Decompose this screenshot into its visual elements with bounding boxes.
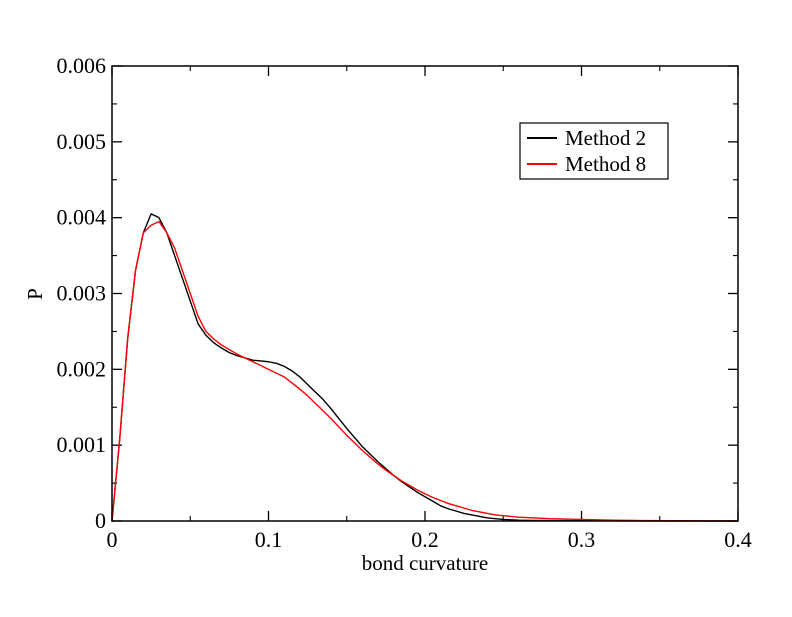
y-tick-label: 0 bbox=[95, 508, 106, 533]
y-tick-label: 0.003 bbox=[57, 281, 107, 306]
y-tick-label: 0.004 bbox=[57, 205, 107, 230]
y-tick-label: 0.005 bbox=[57, 129, 107, 154]
x-tick-label: 0.2 bbox=[411, 527, 439, 552]
series-layer bbox=[111, 213, 739, 522]
legend-label-method-2: Method 2 bbox=[565, 126, 646, 150]
series-line-method-8 bbox=[111, 220, 739, 522]
x-tick-label: 0.4 bbox=[724, 527, 752, 552]
y-tick-label: 0.001 bbox=[57, 432, 107, 457]
tick-labels: 0 0.1 0.2 0.3 0.4 0 0.001 0.002 0.003 0.004 0.005 0… bbox=[57, 53, 752, 552]
plot-frame bbox=[111, 65, 739, 522]
y-axis-title: P bbox=[23, 288, 47, 300]
x-axis-title: bond curvature bbox=[362, 551, 489, 575]
x-tick-label: 0 bbox=[107, 527, 118, 552]
legend-box bbox=[519, 122, 669, 180]
legend-label-method-8: Method 8 bbox=[565, 152, 646, 176]
series-line-method-2 bbox=[111, 213, 738, 522]
legend: Method 2 Method 8 bbox=[519, 122, 669, 180]
y-tick-label: 0.002 bbox=[57, 356, 107, 381]
x-tick-label: 0.1 bbox=[255, 527, 283, 552]
y-tick-label: 0.006 bbox=[57, 53, 107, 78]
x-tick-label: 0.3 bbox=[568, 527, 596, 552]
